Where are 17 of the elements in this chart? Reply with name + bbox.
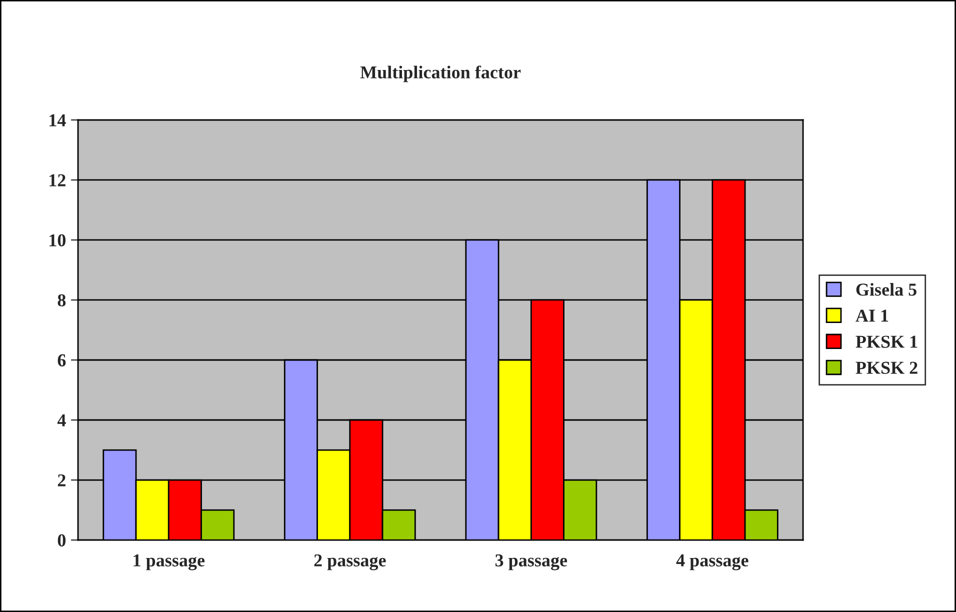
x-tick-label: 3 passage: [495, 554, 568, 570]
legend-label: PKSK 1: [856, 336, 918, 348]
y-tick-label: 8: [58, 294, 66, 306]
legend-label: Gisela 5: [856, 283, 916, 296]
legend-label: PKSK 2: [856, 362, 918, 374]
y-tick-label: 0: [58, 534, 66, 546]
y-tick-label: 6: [58, 354, 66, 366]
x-tick-label: 1 passage: [134, 554, 205, 570]
x-tick-label: 4 passage: [676, 554, 748, 570]
y-tick-label: 10: [50, 234, 66, 246]
y-tick-label: 4: [57, 414, 66, 426]
y-tick-label: 12: [50, 174, 66, 186]
chart-title: Multiplication factor: [360, 66, 521, 82]
y-tick-label: 2: [58, 474, 66, 486]
legend-label: AI 1: [856, 310, 888, 322]
y-tick-label: 14: [50, 114, 66, 126]
x-tick-label: 2 passage: [314, 554, 386, 570]
